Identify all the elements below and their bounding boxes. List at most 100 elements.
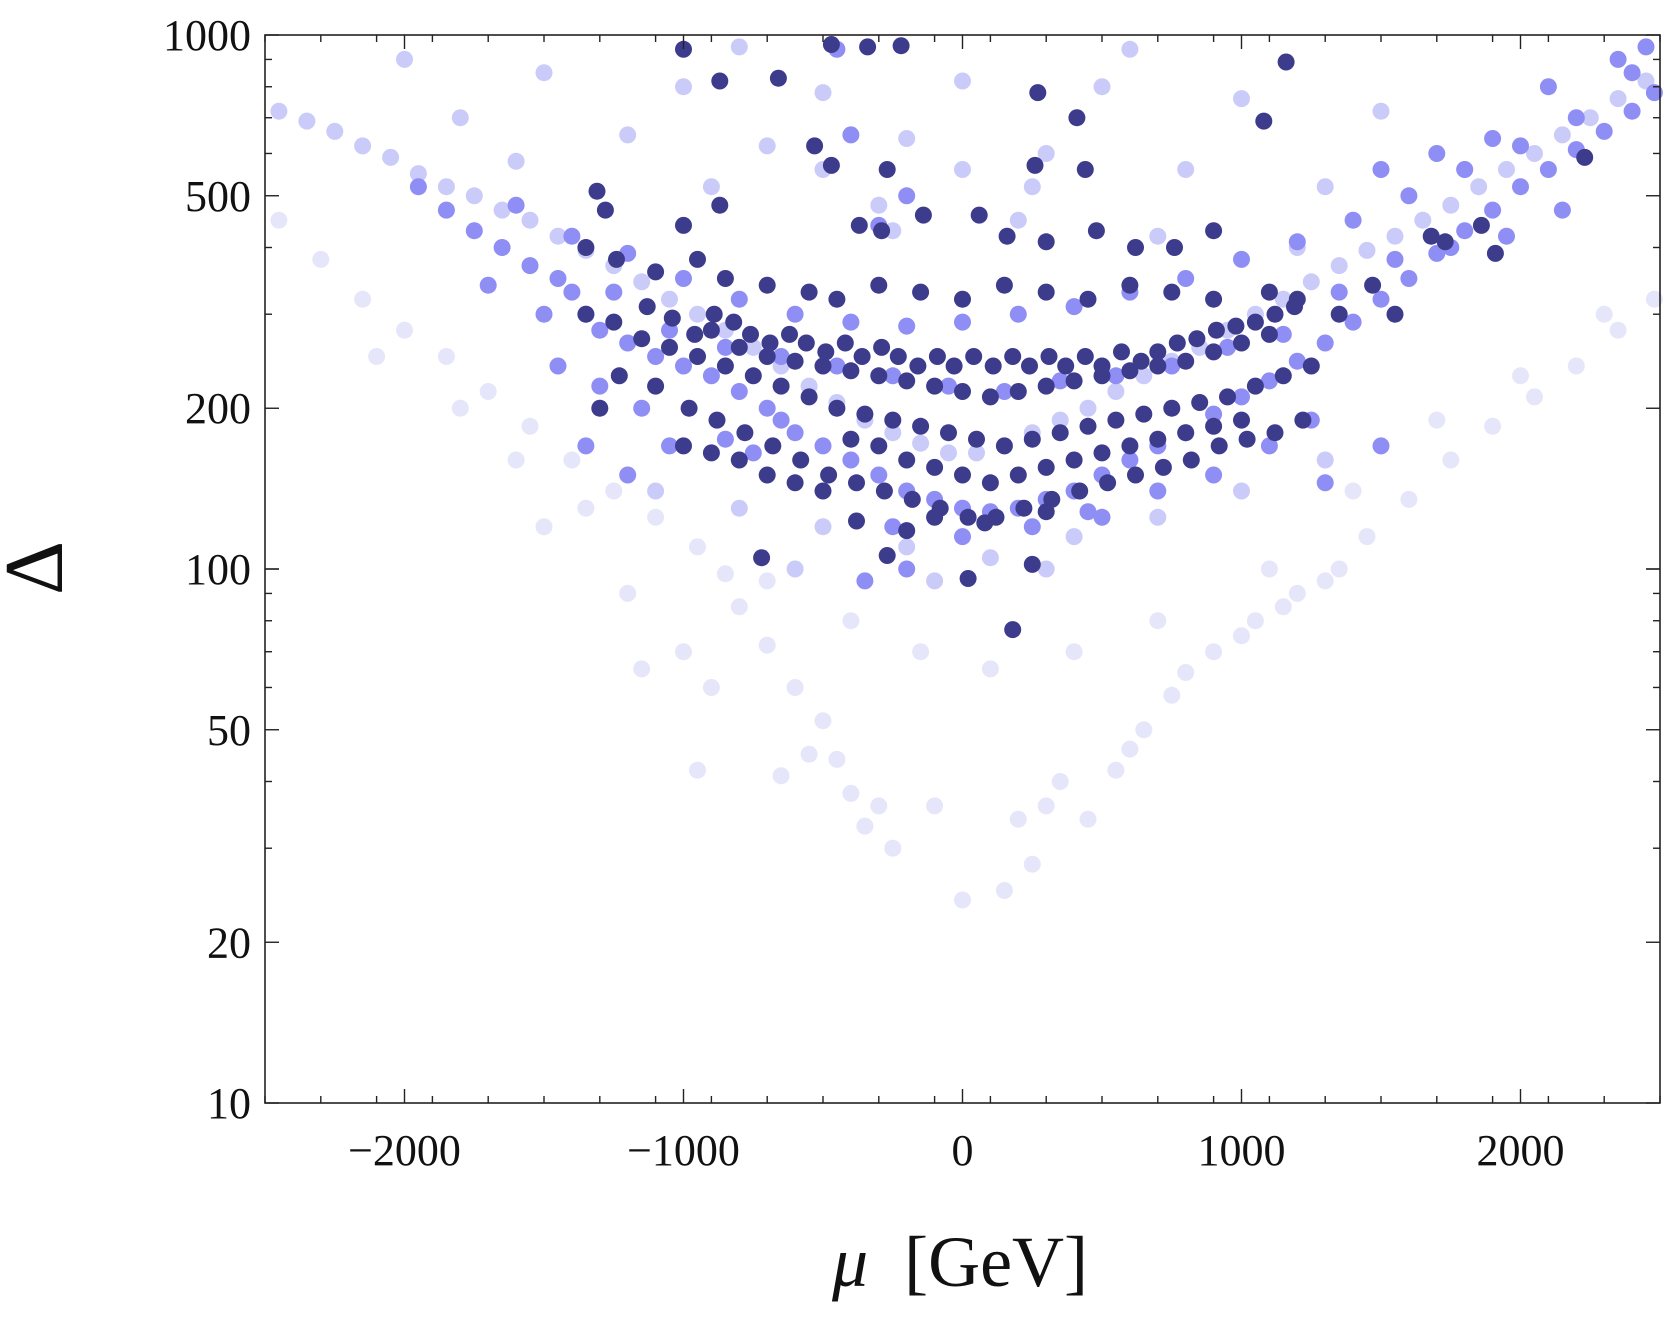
point-medium-region-83 [1219, 338, 1236, 356]
point-dark-points-112 [1023, 555, 1041, 573]
point-lightest-region-28 [1135, 721, 1153, 739]
point-medium-region-3 [493, 239, 511, 256]
point-medium-region-54 [842, 313, 860, 331]
y-tick-label: 10 [207, 1079, 251, 1128]
point-lightest-region-19 [884, 839, 902, 857]
point-dark-points-151 [981, 474, 999, 492]
x-tick-label: 1000 [1198, 1126, 1286, 1175]
point-dark-points-12 [878, 161, 896, 178]
x-axis-unit: [GeV] [904, 1222, 1088, 1302]
point-dark-points-124 [842, 362, 860, 380]
point-light-region-58 [451, 109, 469, 127]
point-dark-points-46 [1037, 283, 1055, 301]
point-medium-region-102 [549, 357, 567, 375]
point-medium-region-31 [1205, 405, 1223, 423]
point-medium-region-76 [828, 357, 846, 375]
point-dark-points-32 [1472, 216, 1490, 234]
point-dark-points-26 [1087, 222, 1105, 240]
point-light-region-1 [298, 112, 316, 130]
point-dark-points-146 [842, 430, 860, 448]
point-dark-points-129 [981, 388, 999, 406]
point-lightest-region-4 [437, 348, 455, 365]
point-dark-points-141 [702, 444, 720, 462]
x-axis-title: μ [GeV] [831, 1222, 1088, 1302]
point-light-region-30 [1107, 383, 1125, 400]
point-dark-points-76 [1135, 405, 1153, 423]
point-medium-region-115 [1260, 437, 1278, 455]
point-lightest-region-24 [1037, 797, 1055, 815]
point-medium-region-90 [619, 466, 637, 484]
point-dark-points-187 [1132, 352, 1150, 370]
point-medium-region-78 [940, 377, 957, 395]
point-dark-points-92 [848, 474, 865, 492]
point-medium-region-65 [1456, 161, 1474, 178]
point-lightest-region-40 [1609, 321, 1627, 339]
point-light-region-29 [1079, 399, 1097, 417]
point-dark-points-69 [940, 424, 957, 442]
point-light-region-48 [1609, 90, 1627, 108]
point-lightest-region-51 [870, 797, 888, 815]
point-medium-region-53 [786, 305, 804, 323]
point-lightest-region-43 [702, 679, 720, 696]
point-dark-points-35 [608, 250, 625, 268]
point-dark-points-172 [853, 348, 871, 365]
point-lightest-region-69 [1260, 560, 1278, 578]
point-dark-points-163 [686, 325, 704, 343]
point-dark-points-177 [945, 357, 963, 375]
point-dark-points-33 [1486, 244, 1504, 262]
point-lightest-region-57 [1330, 560, 1348, 578]
point-light-region-86 [954, 161, 971, 178]
point-dark-points-50 [1205, 290, 1223, 308]
point-lightest-region-35 [1400, 490, 1418, 508]
point-dark-points-4 [859, 38, 877, 56]
x-tick-label: −2000 [348, 1126, 461, 1175]
point-dark-points-161 [638, 298, 656, 316]
point-lightest-region-54 [1177, 664, 1195, 681]
point-dark-points-56 [577, 305, 595, 323]
point-lightest-region-13 [758, 636, 776, 654]
point-medium-region-16 [786, 424, 804, 442]
point-medium-region-106 [884, 518, 902, 536]
point-dark-points-17 [596, 201, 614, 219]
point-medium-region-34 [1288, 352, 1306, 370]
point-light-region-73 [730, 499, 748, 517]
point-dark-points-156 [1121, 437, 1139, 455]
point-light-region-62 [1037, 145, 1055, 162]
point-dark-points-152 [1009, 466, 1027, 484]
point-dark-points-24 [998, 227, 1016, 245]
point-dark-points-136 [1177, 352, 1195, 370]
point-light-region-63 [1177, 161, 1195, 178]
point-medium-region-63 [1344, 211, 1362, 229]
point-medium-region-43 [1539, 161, 1557, 178]
point-lightest-region-59 [1595, 305, 1613, 323]
point-dark-points-118 [1037, 503, 1055, 521]
point-light-region-40 [1386, 227, 1404, 245]
point-lightest-region-31 [1246, 612, 1264, 630]
point-light-region-0 [270, 102, 288, 120]
point-lightest-region-61 [507, 451, 525, 469]
point-dark-points-185 [1093, 357, 1111, 375]
point-light-region-57 [1372, 102, 1390, 120]
point-light-region-61 [898, 130, 916, 147]
point-light-region-64 [1316, 178, 1334, 196]
point-dark-points-71 [995, 437, 1013, 455]
point-dark-points-149 [926, 458, 944, 476]
point-dark-points-43 [912, 283, 930, 301]
point-medium-region-113 [1316, 474, 1334, 492]
point-dark-points-65 [828, 399, 846, 417]
point-medium-region-28 [1121, 451, 1139, 469]
point-light-region-37 [1302, 273, 1320, 291]
point-medium-region-85 [1330, 283, 1348, 301]
point-dark-points-49 [1163, 283, 1181, 301]
point-dark-points-111 [959, 570, 977, 587]
x-axis-symbol: μ [831, 1222, 868, 1302]
point-dark-points-67 [884, 411, 902, 429]
point-lightest-region-34 [1358, 528, 1376, 546]
point-dark-points-110 [878, 547, 896, 564]
point-light-region-75 [898, 538, 916, 556]
point-dark-points-91 [820, 466, 838, 484]
point-light-region-59 [619, 126, 637, 144]
point-light-region-44 [1498, 161, 1515, 178]
y-tick-label: 500 [185, 172, 251, 221]
